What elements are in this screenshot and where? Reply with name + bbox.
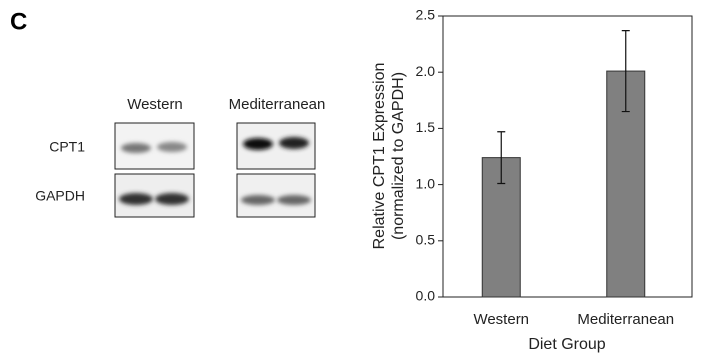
y-tick-label: 0.5 <box>416 232 436 248</box>
x-tick-label: Western <box>473 311 529 328</box>
y-tick-label: 0.0 <box>416 288 436 304</box>
y-axis-title: Relative CPT1 Expression <box>371 63 388 250</box>
y-tick-label: 1.5 <box>416 119 436 135</box>
x-axis-title: Diet Group <box>528 336 605 353</box>
panel-label: C <box>10 8 27 35</box>
x-tick-label: Mediterranean <box>577 311 674 328</box>
blot-panel <box>115 123 315 217</box>
y-tick-label: 1.0 <box>416 175 436 191</box>
plot-frame <box>443 16 692 297</box>
blot-column-label: Mediterranean <box>229 96 326 113</box>
figure: C Western Mediterranean CPT1 GAPDH Diet … <box>0 0 712 356</box>
y-axis-title: (normalized to GAPDH) <box>390 72 407 240</box>
y-tick-label: 2.0 <box>416 63 436 79</box>
blot-row-label: GAPDH <box>35 188 85 204</box>
y-tick-label: 2.5 <box>416 7 436 23</box>
blot-column-label: Western <box>127 96 183 113</box>
blot-row-label: CPT1 <box>49 139 85 155</box>
